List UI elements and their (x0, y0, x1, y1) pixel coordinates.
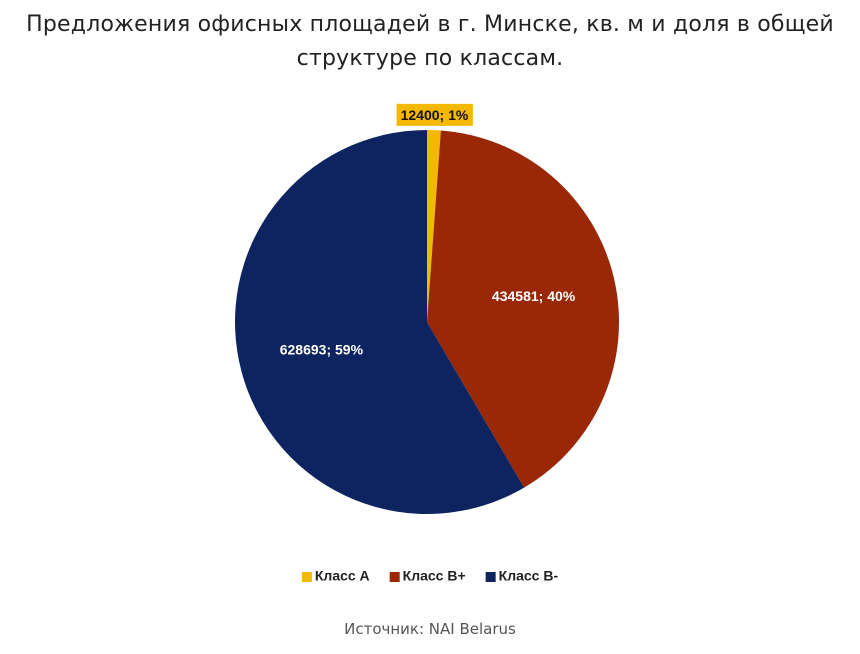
pie-slice (427, 130, 619, 488)
legend-label: Класс B- (499, 568, 559, 584)
legend-swatch (485, 572, 496, 582)
data-label: 628693; 59% (280, 341, 364, 357)
data-label: 434581; 40% (492, 288, 576, 304)
chart-title: Предложения офисных площадей в г. Минске… (26, 12, 834, 71)
pie-slice (427, 130, 441, 322)
legend-label: Класс B+ (403, 568, 466, 584)
source-note: Источник: NAI Belarus (344, 620, 516, 638)
data-label: 12400; 1% (401, 107, 469, 123)
pie-slice (234, 130, 525, 515)
legend-label: Класс A (315, 568, 370, 584)
legend-swatch (301, 572, 312, 582)
legend-swatch (389, 572, 400, 582)
data-label-box (396, 103, 473, 126)
